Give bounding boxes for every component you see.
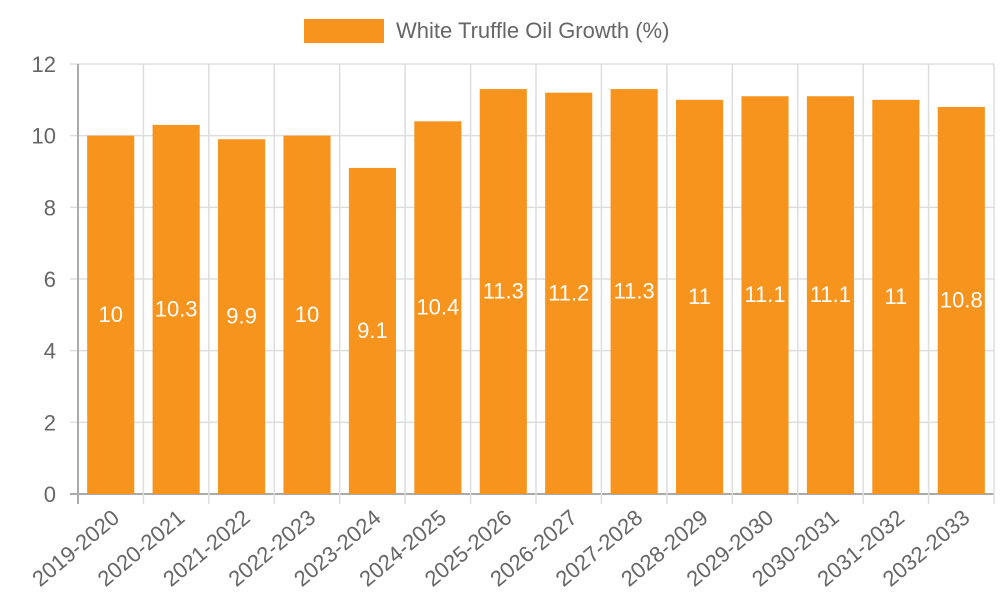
bar-value-label: 11 bbox=[688, 284, 711, 309]
y-tick-label: 2 bbox=[44, 410, 56, 435]
chart-legend[interactable]: White Truffle Oil Growth (%) bbox=[304, 18, 669, 44]
bar[interactable] bbox=[218, 139, 266, 494]
bar[interactable] bbox=[479, 89, 527, 494]
data-labels: 10 10.3 9.9 10 9.1 10.4 11.3 11.2 11.3 11 11.1 11.1… bbox=[98, 279, 982, 343]
y-tick-label: 0 bbox=[44, 482, 56, 507]
bar-value-label: 9.9 bbox=[226, 304, 257, 329]
bar[interactable] bbox=[152, 124, 200, 495]
bars bbox=[87, 89, 985, 495]
bar-value-label: 10.8 bbox=[940, 288, 983, 313]
legend-swatch bbox=[304, 19, 384, 43]
y-tick-label: 12 bbox=[32, 52, 56, 77]
bar-value-label: 9.1 bbox=[357, 318, 388, 343]
bar[interactable] bbox=[937, 107, 985, 494]
bar-value-label: 11 bbox=[884, 284, 907, 309]
bar-value-label: 11.1 bbox=[744, 282, 785, 307]
bar[interactable] bbox=[545, 92, 593, 495]
bar[interactable] bbox=[676, 99, 724, 494]
y-tick-label: 6 bbox=[44, 267, 56, 292]
bar-value-label: 10 bbox=[98, 302, 122, 327]
y-tick-label: 8 bbox=[44, 195, 56, 220]
bar-value-label: 10.4 bbox=[416, 295, 459, 320]
bar[interactable] bbox=[283, 135, 331, 494]
bar[interactable] bbox=[872, 99, 920, 494]
bar-value-label: 11.3 bbox=[483, 279, 524, 304]
bar-value-label: 10 bbox=[295, 302, 319, 327]
bar-value-label: 10.3 bbox=[155, 296, 198, 321]
bar[interactable] bbox=[348, 167, 396, 494]
legend-label: White Truffle Oil Growth (%) bbox=[396, 18, 670, 43]
bar-value-label: 11.2 bbox=[548, 280, 589, 305]
bar[interactable] bbox=[741, 96, 789, 494]
bar[interactable] bbox=[610, 89, 658, 494]
bar[interactable] bbox=[87, 135, 135, 494]
gridlines bbox=[70, 63, 995, 504]
bar-value-label: 11.1 bbox=[810, 282, 851, 307]
bar[interactable] bbox=[414, 121, 462, 494]
y-tick-label: 4 bbox=[44, 339, 56, 364]
y-tick-label: 10 bbox=[32, 124, 56, 149]
bar[interactable] bbox=[806, 96, 854, 494]
bar-value-label: 11.3 bbox=[614, 279, 655, 304]
